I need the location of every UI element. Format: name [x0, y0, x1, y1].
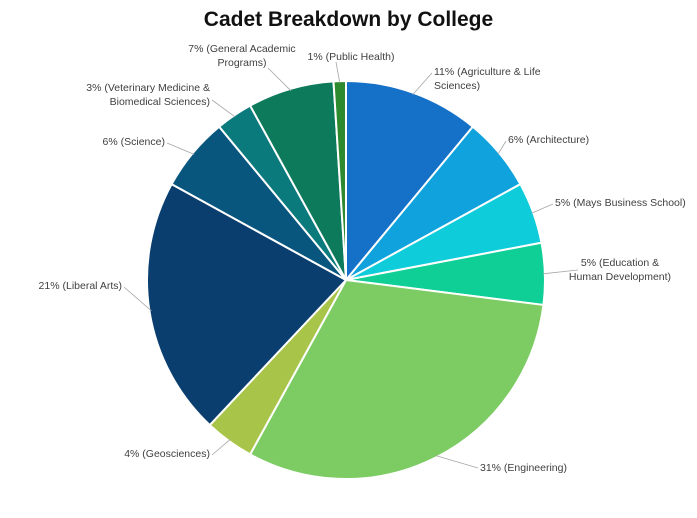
slice-label: 11% (Agriculture & Life Sciences) — [434, 66, 541, 92]
leader-line — [335, 61, 341, 84]
slice-label: 3% (Veterinary Medicine & Biomedical Scie… — [86, 82, 210, 108]
slice-label: 6% (Science) — [103, 136, 165, 148]
chart-title: Cadet Breakdown by College — [203, 8, 494, 31]
leader-line — [211, 99, 236, 118]
leader-line — [435, 455, 479, 469]
leader-line — [267, 67, 292, 92]
leader-line — [497, 140, 507, 155]
pie-slice — [248, 278, 545, 480]
slice-label: 31% (Engineering) — [480, 462, 567, 474]
slice-label: 5% (Education & Human Development) — [569, 257, 671, 283]
slice-label: 7% (General Academic Programs) — [188, 43, 295, 69]
leader-line — [211, 439, 231, 456]
leader-line — [123, 286, 152, 312]
leader-line — [166, 142, 195, 155]
slice-label: 5% (Mays Business School) — [555, 197, 686, 209]
slice-label: 1% (Public Health) — [308, 51, 395, 63]
pie-slice — [146, 182, 348, 427]
slice-label: 4% (Geosciences) — [124, 448, 210, 460]
slice-label: 6% (Architecture) — [508, 134, 589, 146]
leader-line — [542, 269, 579, 275]
leader-line — [531, 203, 554, 214]
leader-line — [412, 72, 433, 95]
pie-slice — [345, 79, 475, 283]
slice-label: 21% (Liberal Arts) — [39, 280, 122, 292]
